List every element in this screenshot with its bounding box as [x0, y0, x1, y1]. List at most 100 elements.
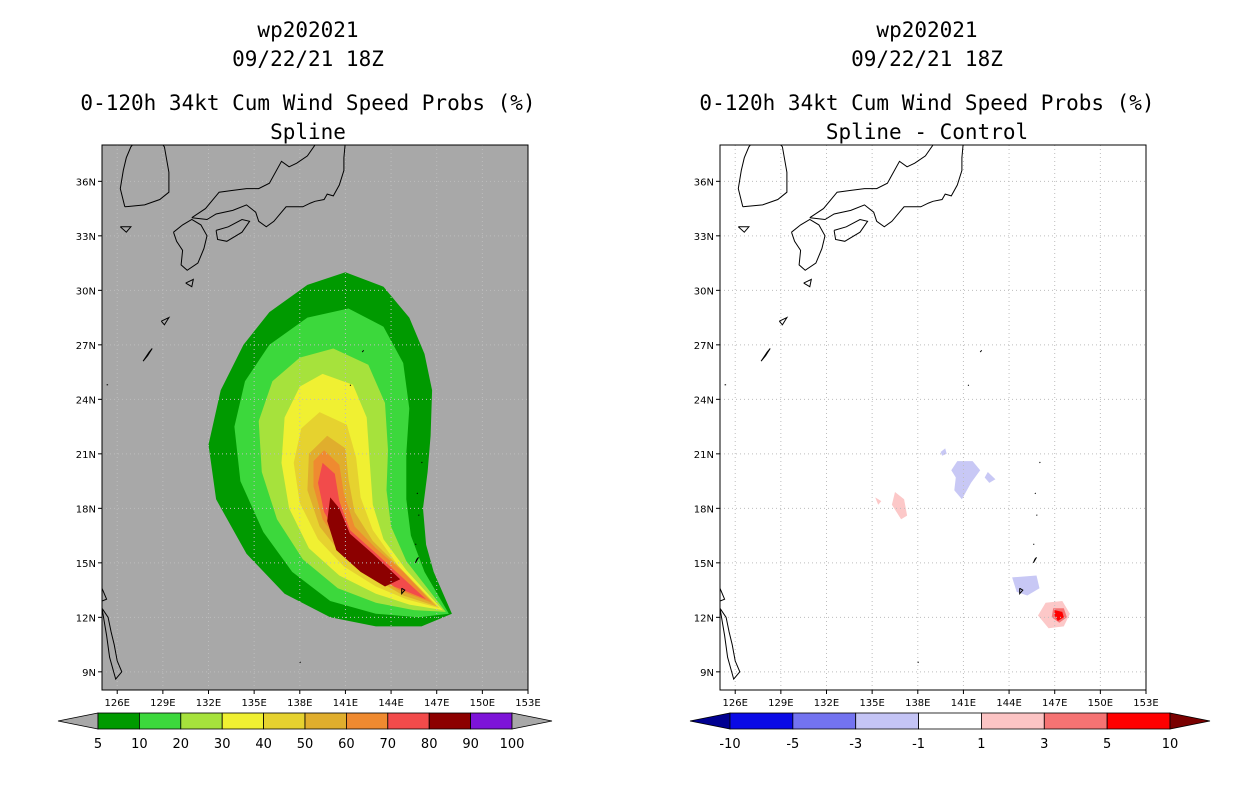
left-colorbar-swatch [97, 712, 140, 730]
left-x-tick-label: 132E [196, 698, 221, 709]
right-colorbar-label: -1 [912, 737, 925, 752]
left-colorbar-swatch [428, 712, 472, 730]
left-colorbar-label: 50 [297, 737, 314, 752]
right-coastline [737, 145, 788, 208]
right-contours [875, 448, 1070, 629]
right-colorbar: -10 -5 -3 -1 1 3 5 10 [689, 712, 1211, 752]
left-coastline [185, 278, 194, 288]
right-colorbar-under-arrow [689, 712, 731, 730]
right-coastline [979, 349, 983, 353]
left-coastline [361, 349, 365, 353]
left-coastline [160, 316, 171, 326]
right-coastlines [720, 145, 1041, 681]
left-colorbar-swatch [221, 712, 264, 730]
right-coastline [720, 588, 726, 602]
right-x-tick-label: 153E [1133, 698, 1158, 709]
left-colorbar-label: 60 [338, 737, 355, 752]
left-y-tick-label: 36N [76, 177, 96, 188]
left-y-tick-label: 9N [82, 668, 96, 679]
right-colorbar-label: 5 [1103, 737, 1111, 752]
right-colorbar-over-arrow [1169, 712, 1211, 730]
right-contour-9 [1054, 610, 1064, 621]
right-x-tick-label: 144E [996, 698, 1021, 709]
left-colorbar-label: 20 [173, 737, 190, 752]
right-colorbar-swatch [1106, 712, 1171, 730]
left-x-tick-label: 126E [105, 698, 130, 709]
left-coastline [215, 218, 251, 242]
right-x-tick-label: 147E [1042, 698, 1067, 709]
left-x-tick-label: 138E [287, 698, 312, 709]
right-coastline [967, 384, 970, 387]
right-coastline [720, 608, 741, 681]
right-storm-id: wp202021 [876, 18, 978, 42]
left-colorbar-over-arrow [511, 712, 553, 730]
right-y-tick-label: 15N [694, 559, 714, 570]
left-colorbar-swatch [138, 712, 182, 730]
left-contour-9 [327, 497, 401, 587]
right-plot-frame [719, 144, 1147, 691]
right-colorbar-label: 1 [977, 737, 985, 752]
right-x-tick-label: 141E [951, 698, 976, 709]
left-y-tick-label: 18N [76, 504, 96, 515]
right-coastline [809, 145, 964, 228]
right-contour-4 [1012, 575, 1040, 596]
left-y-tick-label: 24N [76, 395, 96, 406]
right-coastline [1036, 514, 1038, 516]
left-coastline [349, 384, 352, 387]
right-colorbar-label: 3 [1040, 737, 1048, 752]
left-coastline [102, 588, 108, 602]
right-coastline [737, 226, 750, 233]
left-chart-title: 0-120h 34kt Cum Wind Speed Probs (%) [80, 91, 536, 115]
right-coastline [1033, 543, 1035, 546]
left-coastline [299, 661, 301, 664]
right-chart-subtitle: Spline - Control [825, 120, 1029, 144]
right-colorbar-swatch [855, 712, 919, 730]
right-contour-5 [891, 492, 908, 520]
right-contour-3 [940, 448, 947, 456]
left-x-tick-label: 129E [150, 698, 175, 709]
right-y-tick-label: 33N [694, 232, 714, 243]
right-x-tick-label: 126E [723, 698, 748, 709]
left-y-tick-label: 33N [76, 232, 96, 243]
right-y-tick-label: 9N [700, 668, 714, 679]
left-coastline [102, 608, 123, 681]
right-coastline [803, 278, 812, 288]
right-y-tick-label: 24N [694, 395, 714, 406]
left-colorbar-label: 40 [255, 737, 272, 752]
left-grid [102, 145, 529, 690]
right-x-tick-label: 150E [1088, 698, 1113, 709]
right-colorbar-label: 10 [1162, 737, 1179, 752]
left-y-tick-label: 21N [76, 450, 96, 461]
left-coastline [415, 543, 417, 546]
right-contour-6 [875, 497, 882, 505]
left-coastline [119, 145, 170, 208]
left-chart-titles: wp202021 09/22/21 18Z 0-120h 34kt Cum Wi… [28, 16, 588, 147]
right-y-tick-label: 21N [694, 450, 714, 461]
right-coastline [1032, 557, 1037, 564]
left-x-tick-label: 135E [241, 698, 266, 709]
right-colorbar-swatch [918, 712, 982, 730]
right-chart-titles: wp202021 09/22/21 18Z 0-120h 34kt Cum Wi… [647, 16, 1207, 147]
right-colorbar-swatch [981, 712, 1045, 730]
right-y-tick-label: 36N [694, 177, 714, 188]
left-coastline [119, 226, 132, 233]
right-coastline [1039, 461, 1041, 464]
right-plot-area: 126E 129E 132E 135E 138E 141E 144E 147E 150E 153E… [694, 144, 1159, 709]
right-contour-2 [984, 472, 996, 483]
left-colorbar-swatch [263, 712, 306, 730]
right-coastline [778, 316, 789, 326]
left-colorbar-swatch [387, 712, 430, 730]
right-grid [720, 145, 1147, 690]
left-x-tick-label: 141E [333, 698, 358, 709]
right-coastline [791, 218, 826, 271]
left-colorbar-label: 100 [500, 737, 525, 752]
left-chart-subtitle: Spline [270, 120, 346, 144]
right-colorbar-swatch [1043, 712, 1108, 730]
right-y-tick-label: 30N [694, 286, 714, 297]
right-datetime: 09/22/21 18Z [851, 47, 1003, 71]
right-y-tick-label: 12N [694, 613, 714, 624]
left-y-tick-label: 12N [76, 613, 96, 624]
left-colorbar-under-arrow [57, 712, 99, 730]
left-colorbar: 5 10 20 30 40 50 60 70 80 90 100 [57, 712, 553, 752]
